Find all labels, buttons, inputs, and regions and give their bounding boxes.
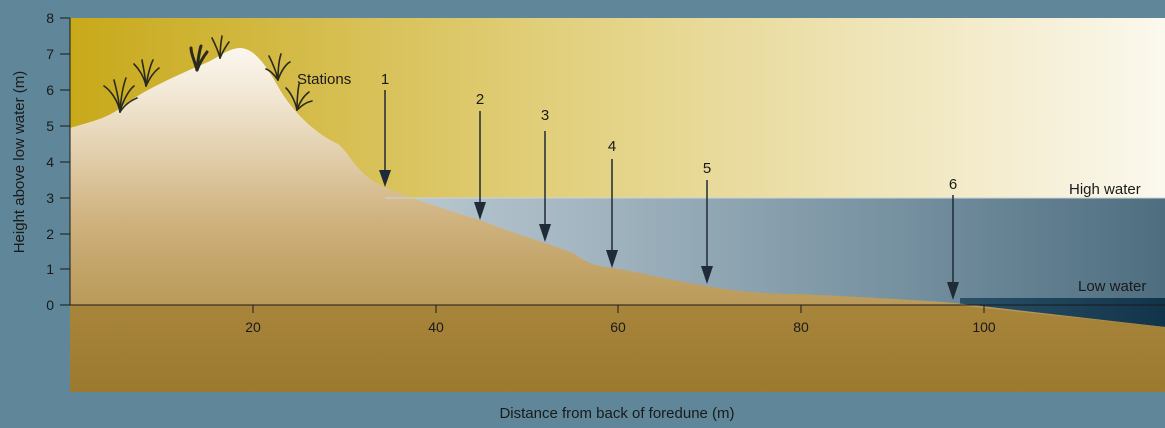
station-marker-1: 1 [379,71,391,187]
low-water-label: Low water [1078,278,1146,295]
y-tick-label: 7 [46,46,54,62]
station-marker-5: 5 [701,160,713,284]
station-markers: 1 2 3 4 5 6 [379,71,959,300]
stations-label: Stations [297,71,351,88]
station-marker-3: 3 [539,107,551,242]
y-tick-label: 2 [46,226,54,242]
y-tick-label: 0 [46,297,54,313]
grass-tuft-icon [133,59,160,87]
down-arrow-icon [474,202,486,220]
y-tick-label: 1 [46,261,54,277]
station-number: 2 [476,91,484,108]
down-arrow-icon [379,170,391,187]
y-tick-label: 6 [46,82,54,98]
y-axis: 0 1 2 3 4 5 6 7 8 Height above low water… [11,10,71,313]
x-axis-title: Distance from back of foredune (m) [499,405,734,422]
y-tick-label: 4 [46,154,54,170]
y-tick-label: 8 [46,10,54,26]
station-marker-4: 4 [606,138,618,268]
station-number: 3 [541,107,549,124]
y-tick-label: 5 [46,118,54,134]
y-axis-title: Height above low water (m) [11,71,28,254]
station-marker-2: 2 [474,91,486,220]
down-arrow-icon [606,250,618,268]
station-number: 4 [608,138,616,155]
x-tick-label: 40 [428,319,444,335]
grass-tuft-icon [285,83,313,111]
ground-band [70,305,1165,392]
station-number: 6 [949,176,957,193]
high-water-label: High water [1069,181,1141,198]
grass-tufts [103,35,313,113]
station-number: 5 [703,160,711,177]
x-tick-label: 80 [793,319,809,335]
x-tick-label: 60 [610,319,626,335]
down-arrow-icon [947,282,959,300]
grass-tuft-icon [265,53,291,81]
station-marker-6: 6 [947,176,959,300]
station-number: 1 [381,71,389,88]
grass-tuft-icon [189,44,209,72]
x-tick-label: 100 [972,319,996,335]
down-arrow-icon [539,224,551,242]
grass-tuft-icon [103,77,138,113]
down-arrow-icon [701,266,713,284]
y-tick-label: 3 [46,190,54,206]
grass-tuft-icon [211,35,230,59]
x-axis: 20 40 60 80 100 Distance from back of fo… [70,304,1165,422]
x-tick-label: 20 [245,319,261,335]
